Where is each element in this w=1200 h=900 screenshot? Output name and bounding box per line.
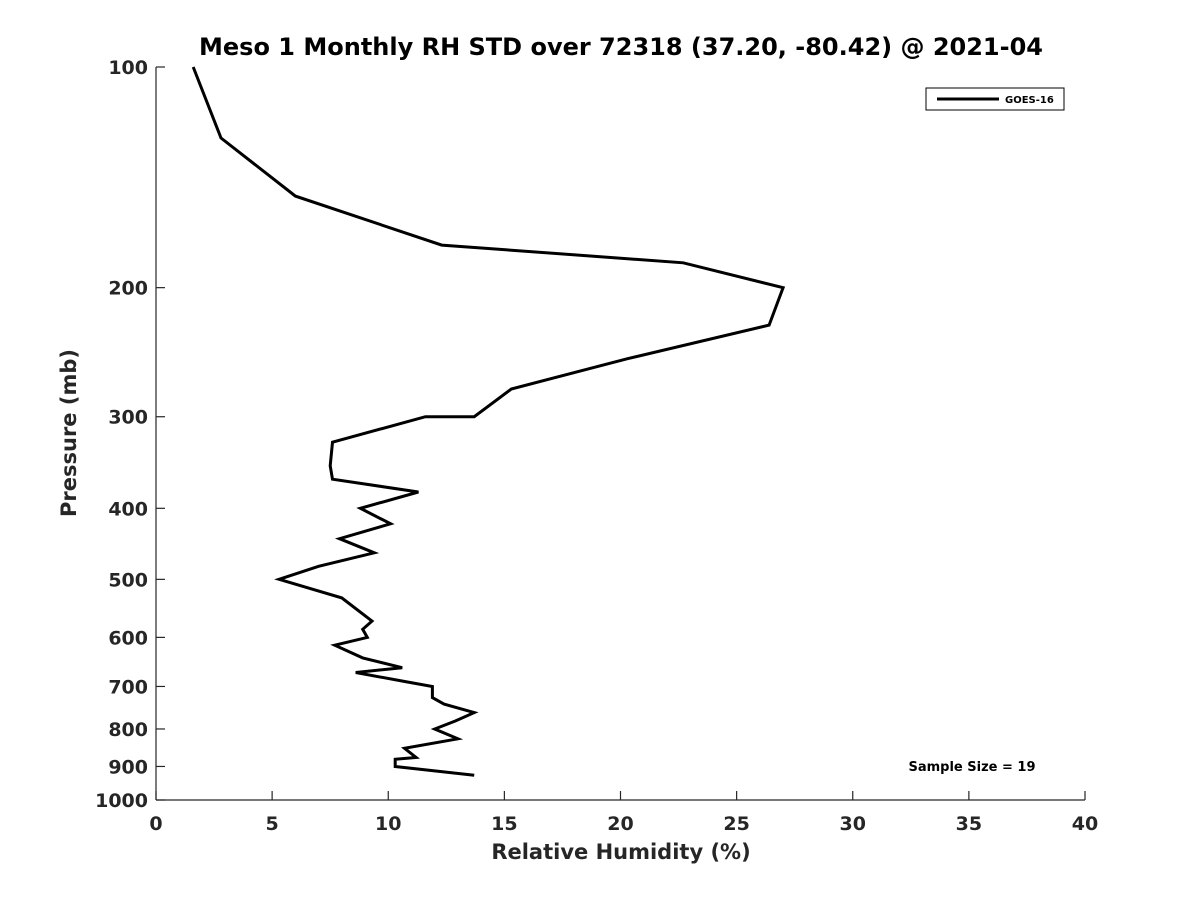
x-tick-label: 35 bbox=[956, 813, 982, 835]
sample-size-annotation: Sample Size = 19 bbox=[908, 760, 1035, 775]
y-tick-label: 900 bbox=[108, 756, 148, 778]
y-tick-label: 600 bbox=[108, 627, 148, 649]
x-tick-label: 30 bbox=[840, 813, 866, 835]
data-series bbox=[191, 66, 786, 777]
x-axis-label: Relative Humidity (%) bbox=[491, 840, 750, 864]
series-line-goes-16 bbox=[191, 66, 786, 777]
x-tick-label: 40 bbox=[1072, 813, 1098, 835]
y-tick-label: 1000 bbox=[95, 790, 148, 812]
legend-label-goes16: GOES-16 bbox=[1005, 95, 1054, 106]
x-tick-labels: 0 5 10 15 20 25 30 35 40 bbox=[149, 791, 1098, 835]
y-tick-label: 800 bbox=[108, 719, 148, 741]
y-axis-label: Pressure (mb) bbox=[57, 349, 81, 517]
y-tick-label: 500 bbox=[108, 569, 148, 591]
y-tick-label: 200 bbox=[108, 278, 148, 300]
x-tick-label: 20 bbox=[607, 813, 633, 835]
chart-title: Meso 1 Monthly RH STD over 72318 (37.20,… bbox=[199, 33, 1043, 61]
legend: GOES-16 bbox=[925, 87, 1065, 111]
y-tick-labels: 100 200 300 400 500 600 700 800 900 1000 bbox=[95, 57, 165, 812]
x-tick-label: 10 bbox=[375, 813, 401, 835]
x-tick-label: 25 bbox=[723, 813, 749, 835]
x-tick-label: 0 bbox=[149, 813, 162, 835]
x-tick-label: 15 bbox=[491, 813, 517, 835]
y-tick-label: 100 bbox=[108, 57, 148, 79]
x-tick-label: 5 bbox=[266, 813, 279, 835]
y-tick-label: 300 bbox=[108, 407, 148, 429]
y-tick-label: 700 bbox=[108, 676, 148, 698]
y-tick-label: 400 bbox=[108, 498, 148, 520]
